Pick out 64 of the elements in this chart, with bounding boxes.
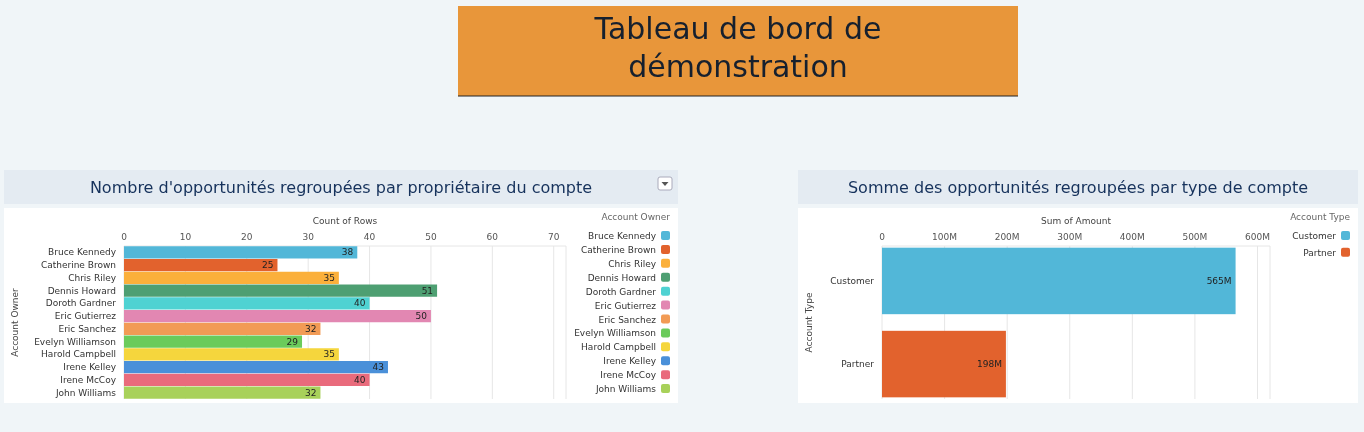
data-label: 35	[323, 349, 335, 360]
y-tick-label: Harold Campbell	[41, 349, 116, 360]
y-tick-label: John Williams	[54, 387, 117, 398]
y-tick-label: Doroth Gardner	[45, 298, 117, 309]
data-label: 43	[372, 362, 384, 373]
chart-title: Somme des opportunités regroupées par type de compte	[847, 178, 1309, 197]
legend-label: Eric Sanchez	[598, 314, 657, 325]
y-tick-label: Eric Sanchez	[58, 323, 117, 334]
legend-label: Irene McCoy	[600, 370, 657, 381]
data-label: 198M	[976, 359, 1002, 370]
legend-label: Partner	[1303, 247, 1337, 258]
x-tick-label: 0	[121, 232, 128, 242]
legend-title: Account Owner	[601, 212, 671, 222]
x-tick-label: 300M	[1057, 232, 1083, 242]
data-label: 565M	[1206, 275, 1232, 286]
x-tick-label: 70	[548, 232, 560, 242]
y-tick-label: Irene McCoy	[60, 374, 117, 385]
data-label: 32	[304, 387, 317, 398]
y-axis-title: Account Owner	[10, 287, 20, 357]
x-tick-label: 100M	[932, 232, 958, 242]
legend-label: Evelyn Williamson	[574, 328, 656, 339]
data-label: 40	[354, 298, 366, 309]
y-tick-label: Dennis Howard	[47, 285, 116, 296]
legend-label: Harold Campbell	[581, 342, 656, 353]
legend-label: Customer	[1292, 231, 1337, 241]
legend-label: Doroth Gardner	[585, 286, 657, 297]
y-tick-label: Bruce Kennedy	[48, 247, 117, 258]
chart-title: Nombre d'opportunités regroupées par propriétaire du compte	[89, 178, 593, 197]
legend-label: Catherine Brown	[580, 244, 656, 255]
legend-label: Irene Kelley	[603, 356, 657, 367]
legend-title: Account Type	[1290, 212, 1351, 222]
x-axis-title: Sum of Amount	[1041, 216, 1112, 226]
x-tick-label: 50	[425, 232, 437, 242]
x-tick-label: 60	[486, 232, 499, 242]
legend-label: Chris Riley	[608, 258, 657, 269]
legend-label: Bruce Kennedy	[588, 231, 657, 241]
data-label: 51	[421, 285, 434, 296]
x-tick-label: 400M	[1119, 232, 1145, 242]
text: Tableau de bord de démonstration	[593, 11, 882, 84]
legend-label: Dennis Howard	[587, 272, 656, 283]
y-tick-label: Evelyn Williamson	[34, 336, 116, 347]
data-label: 40	[354, 374, 366, 385]
x-tick-label: 10	[179, 232, 192, 242]
y-tick-label: Catherine Brown	[40, 260, 116, 271]
y-tick-label: Chris Riley	[68, 272, 117, 283]
y-axis-title: Account Type	[804, 292, 814, 353]
data-label: 25	[262, 260, 274, 271]
y-tick-label: Eric Gutierrez	[54, 311, 117, 322]
x-tick-label: 30	[302, 232, 315, 242]
data-label: 50	[415, 311, 428, 322]
data-label: 32	[304, 323, 317, 334]
x-tick-label: 500M	[1182, 232, 1208, 242]
x-tick-label: 200M	[994, 232, 1020, 242]
legend-label: John Williams	[594, 384, 657, 395]
x-tick-label: 0	[879, 232, 886, 242]
x-tick-label: 40	[363, 232, 376, 242]
x-tick-label: 600M	[1245, 232, 1270, 242]
y-tick-label: Irene Kelley	[63, 362, 117, 373]
data-label: 38	[341, 247, 354, 258]
data-label: 29	[286, 336, 299, 347]
x-axis-title: Count of Rows	[312, 216, 378, 226]
data-label: 35	[323, 272, 335, 283]
x-tick-label: 20	[241, 232, 253, 242]
legend-label: Eric Gutierrez	[594, 300, 657, 311]
